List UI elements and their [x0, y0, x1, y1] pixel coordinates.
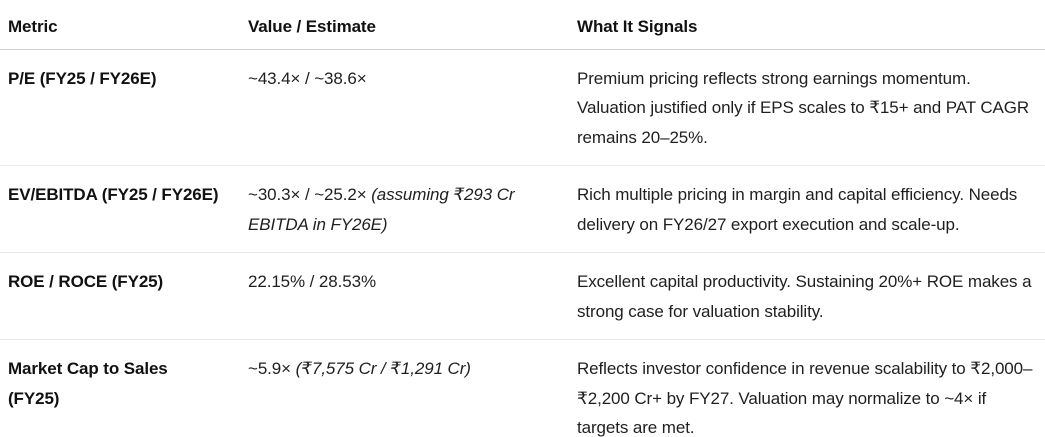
table-row-pe: P/E (FY25 / FY26E) ~43.4× / ~38.6× Premi…	[0, 49, 1045, 166]
value-text: 22.15% / 28.53%	[248, 272, 376, 291]
metric-name: ROE / ROCE (FY25)	[0, 252, 248, 340]
value-note-italic: (assuming ₹293 Cr EBITDA in FY26E)	[248, 185, 515, 234]
column-header-what-it-signals: What It Signals	[577, 0, 1045, 50]
value-text: ~30.3× / ~25.2×	[248, 185, 372, 204]
metric-value: ~43.4× / ~38.6×	[248, 49, 577, 166]
table-row-mcap-to-sales: Market Cap to Sales (FY25) ~5.9× (₹7,575…	[0, 340, 1045, 437]
value-note-italic: (₹7,575 Cr / ₹1,291 Cr)	[295, 359, 471, 378]
column-header-metric: Metric	[0, 0, 248, 50]
metric-signal: Excellent capital productivity. Sustaini…	[577, 252, 1045, 340]
value-text: ~43.4× / ~38.6×	[248, 68, 367, 88]
metric-signal: Premium pricing reflects strong earnings…	[577, 49, 1045, 166]
table-header-row: Metric Value / Estimate What It Signals	[0, 0, 1045, 50]
metric-value: ~30.3× / ~25.2× (assuming ₹293 Cr EBITDA…	[248, 165, 577, 253]
metric-value: ~5.9× (₹7,575 Cr / ₹1,291 Cr)	[248, 340, 577, 437]
value-text: ~5.9×	[248, 359, 296, 378]
table-row-ev-ebitda: EV/EBITDA (FY25 / FY26E) ~30.3× / ~25.2×…	[0, 165, 1045, 253]
metric-signal: Reflects investor confidence in revenue …	[577, 359, 1033, 437]
metric-value: 22.15% / 28.53%	[248, 252, 577, 340]
column-header-value-estimate: Value / Estimate	[248, 0, 577, 50]
metric-name: EV/EBITDA (FY25 / FY26E)	[0, 165, 248, 253]
metric-name: P/E (FY25 / FY26E)	[0, 49, 248, 166]
metric-name: Market Cap to Sales (FY25)	[8, 359, 168, 408]
table-row-roe-roce: ROE / ROCE (FY25) 22.15% / 28.53% Excell…	[0, 252, 1045, 340]
metric-signal: Rich multiple pricing in margin and capi…	[577, 165, 1045, 253]
